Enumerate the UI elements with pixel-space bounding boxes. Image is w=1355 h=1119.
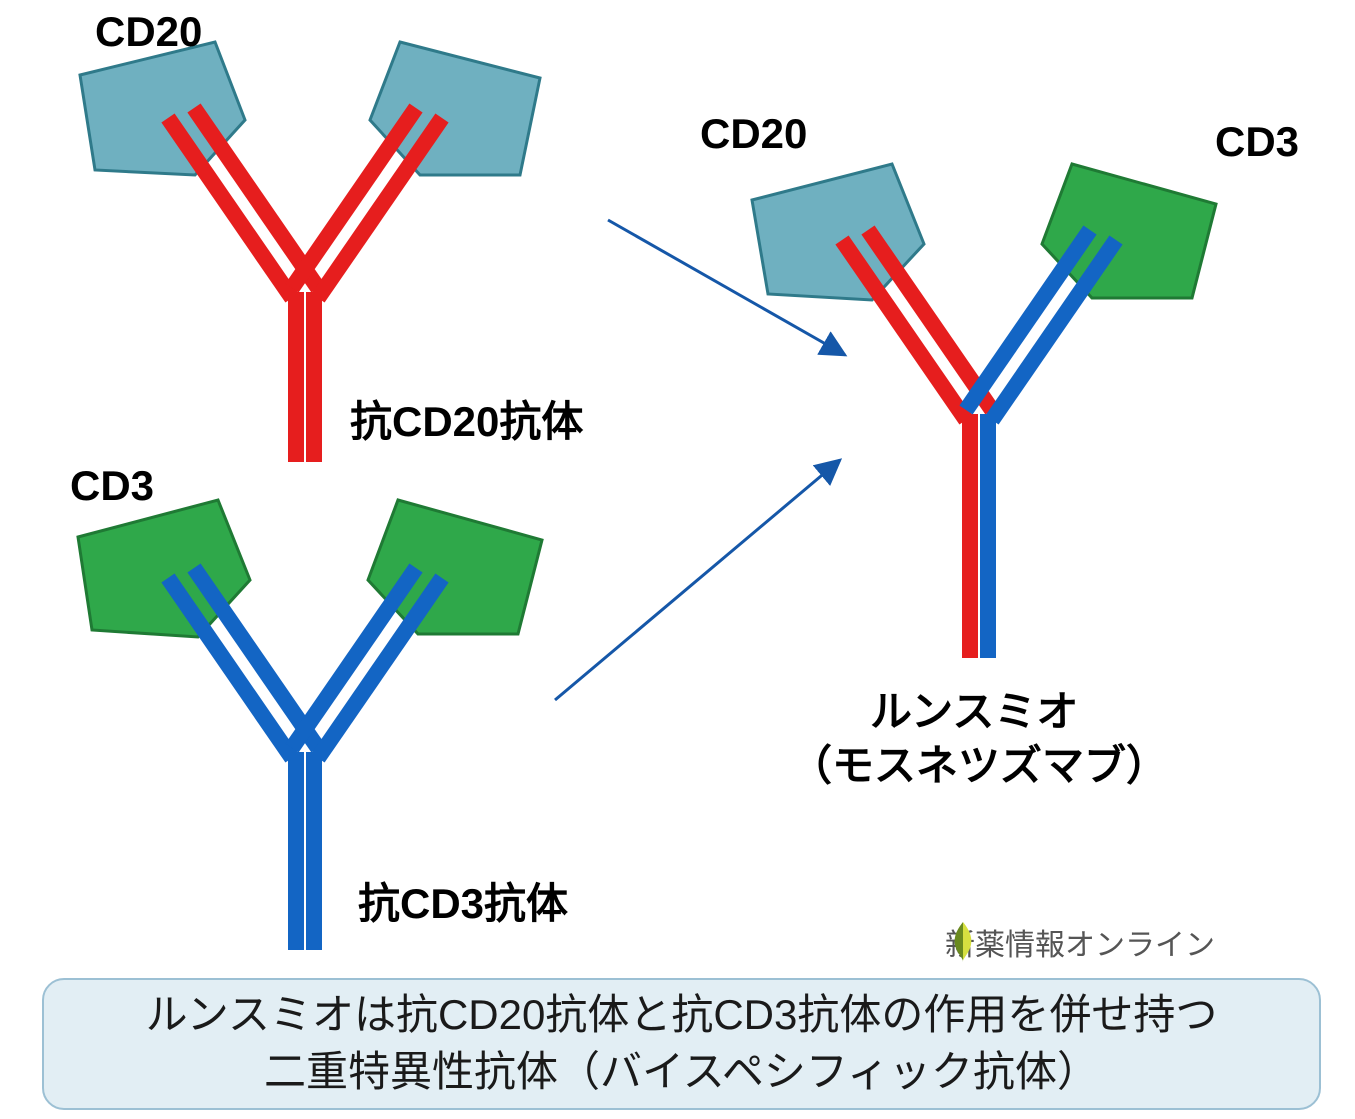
label-cd20-right: CD20 (700, 110, 807, 158)
label-result-line1: ルンスミオ (870, 678, 1078, 739)
label-anti-cd3: 抗CD3抗体 (358, 870, 568, 931)
arrow-cd20-to-result (608, 220, 845, 355)
caption-box: ルンスミオは抗CD20抗体と抗CD3抗体の作用を併せ持つ 二重特異性抗体（バイス… (42, 978, 1321, 1110)
label-cd20-top: CD20 (95, 8, 202, 56)
label-cd3-left: CD3 (70, 462, 154, 510)
watermark-text: 新薬情報オンライン (945, 920, 1215, 964)
leaf-icon (945, 920, 981, 964)
watermark: 新薬情報オンライン (945, 920, 1215, 964)
arrow-cd3-to-result (555, 460, 840, 700)
caption-line1: ルンスミオは抗CD20抗体と抗CD3抗体の作用を併せ持つ (146, 987, 1218, 1044)
caption-line2: 二重特異性抗体（バイスペシフィック抗体） (264, 1044, 1099, 1101)
label-cd3-right: CD3 (1215, 118, 1299, 166)
diagram-stage: CD20 CD3 抗CD20抗体 抗CD3抗体 CD20 CD3 ルンスミオ （… (0, 0, 1355, 1119)
label-anti-cd20: 抗CD20抗体 (350, 388, 583, 449)
label-result-line2: （モスネツズマブ） (790, 732, 1168, 793)
